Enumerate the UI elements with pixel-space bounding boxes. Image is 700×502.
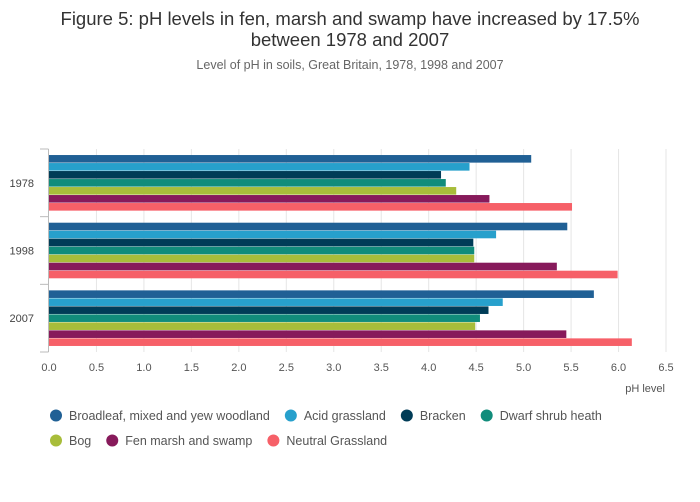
legend-marker [284,409,297,422]
y-axis: 1978 1998 2007 [10,148,49,353]
bar[interactable] [49,171,442,179]
legend-entry[interactable]: Bog [69,434,91,448]
legend-entry[interactable]: Acid grassland [304,409,386,423]
bar[interactable] [49,222,568,231]
x-tick-label: 6.5 [658,362,673,374]
legend-marker [400,409,413,422]
x-tick-label: 5.0 [516,362,531,374]
x-tick-label: 0.0 [41,362,56,374]
y-category-label: 1978 [10,178,34,190]
x-tick-label: 1.0 [136,362,151,374]
legend-marker [50,409,62,422]
bars [49,155,632,346]
x-tick-label: 4.5 [469,362,484,374]
chart-titles: Figure 5: pH levels in fen, marsh and sw… [61,8,640,72]
bar[interactable] [49,155,532,163]
x-axis-label: pH level [625,383,665,395]
bar[interactable] [49,195,490,203]
chart-title-line-1: Figure 5: pH levels in fen, marsh and sw… [61,8,640,29]
bar[interactable] [49,246,475,255]
x-tick-label: 3.0 [326,362,341,374]
chart-subtitle: Level of pH in soils, Great Britain, 197… [196,58,503,72]
bar[interactable] [49,314,480,322]
x-tick-label: 1.5 [184,362,199,374]
legend: Broadleaf, mixed and yew woodland Acid gr… [50,409,602,448]
legend-entry[interactable]: Bracken [420,409,466,423]
bar[interactable] [49,262,557,271]
bar[interactable] [49,238,474,247]
bar[interactable] [49,230,497,239]
bar[interactable] [49,322,476,330]
x-tick-label: 2.5 [279,362,294,374]
bar[interactable] [49,306,489,314]
bar[interactable] [49,203,573,211]
legend-marker [106,434,119,447]
x-tick-label: 6.0 [611,362,626,374]
bar[interactable] [49,298,503,306]
legend-marker [50,434,62,447]
legend-entry[interactable]: Fen marsh and swamp [125,434,252,448]
bar[interactable] [49,338,632,346]
legend-entry[interactable]: Neutral Grassland [286,434,387,448]
legend-marker [267,434,280,447]
legend-entry[interactable]: Dwarf shrub heath [500,409,602,423]
x-tick-label: 2.0 [231,362,246,374]
bar[interactable] [49,254,475,263]
x-tick-label: 3.5 [374,362,389,374]
bar[interactable] [49,179,446,187]
chart-title-line-2: between 1978 and 2007 [251,29,450,50]
bar[interactable] [49,290,594,298]
bar[interactable] [49,270,618,279]
legend-entry[interactable]: Broadleaf, mixed and yew woodland [69,409,270,423]
y-category-label: 2007 [10,313,34,325]
bar[interactable] [49,187,457,195]
bar[interactable] [49,163,470,171]
x-tick-label: 0.5 [89,362,104,374]
y-category-label: 1998 [10,246,34,258]
x-axis: 0.0 0.5 1.0 1.5 2.0 2.5 3.0 3.5 4.0 4.5 5.0 5.5 6.0 6… [41,362,673,374]
bar[interactable] [49,330,567,338]
x-tick-label: 5.5 [563,362,578,374]
legend-marker [480,409,493,422]
x-tick-label: 4.0 [421,362,436,374]
